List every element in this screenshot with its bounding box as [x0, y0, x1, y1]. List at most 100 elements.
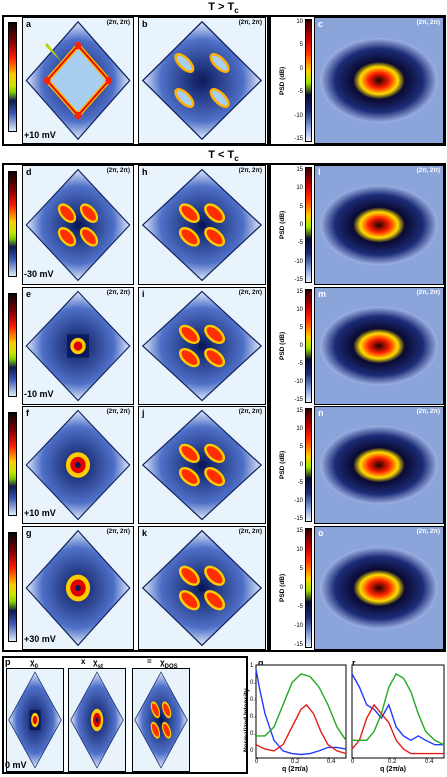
coordinate-label: (2π, 2π): [416, 529, 440, 535]
bottom-box: [2, 656, 248, 774]
panel-a: a (2π, 2π): [22, 17, 134, 144]
map-image: [139, 166, 265, 284]
map-image: [139, 527, 265, 649]
energy-label: +30 mV: [24, 634, 56, 644]
series-line-2: [352, 672, 445, 746]
panel-c: c (2π, 2π): [314, 17, 444, 144]
panel-m: m (2π, 2π): [314, 287, 444, 405]
psd-tick: 15: [296, 528, 303, 534]
xtick-r: 0.2: [388, 759, 397, 765]
psd-axis-label: PSD (dB): [279, 210, 286, 239]
psd-tick: -5: [297, 480, 303, 486]
label-r: r: [352, 658, 356, 668]
header-below-tc: T < Tc: [208, 149, 239, 164]
psd-tick: 5: [299, 325, 303, 331]
series-line-1: [351, 703, 444, 755]
panel-g: g (2π, 2π): [22, 526, 134, 650]
coordinate-label: (2π, 2π): [238, 20, 262, 26]
psd-tick: -10: [294, 112, 303, 119]
psd-tick: 0: [299, 343, 303, 349]
panel-label: j: [142, 408, 145, 418]
psd-tick: 5: [299, 444, 303, 450]
panel-k: k (2π, 2π): [138, 526, 266, 650]
label-q: q: [258, 658, 264, 668]
panel-o: o (2π, 2π): [314, 526, 444, 650]
psd-axis-label: PSD (dB): [279, 66, 286, 95]
map-image: [7, 669, 63, 771]
psd-tick: 10: [296, 426, 303, 432]
panel-label: k: [142, 528, 148, 538]
xlabel-r: q (2π/a): [380, 766, 406, 773]
coordinate-label: (2π, 2π): [106, 529, 130, 535]
panel-label: n: [318, 408, 324, 418]
panel-label: i: [142, 289, 145, 299]
psd-colorbar: [305, 528, 312, 648]
psd-image: [315, 166, 443, 284]
line-plot-r: [351, 664, 445, 759]
psd-colorbar: [305, 289, 312, 403]
header-above-tc: T > Tc: [208, 1, 239, 16]
psd-image: [315, 288, 443, 404]
map-image: [23, 527, 133, 649]
xtick-q: 0.2: [291, 759, 300, 765]
ytick: 0.2: [250, 731, 259, 737]
bottom-map-1: [68, 668, 126, 772]
coordinate-label: (2π, 2π): [238, 409, 262, 415]
colorbar-d: [8, 171, 17, 277]
psd-tick: 10: [296, 185, 303, 192]
panel-l: l (2π, 2π): [314, 165, 444, 285]
panel-label: h: [142, 167, 148, 177]
ytick: 1: [250, 663, 254, 669]
panel-label: o: [318, 528, 324, 538]
energy-label: +10 mV: [24, 508, 56, 518]
panel-label: e: [26, 289, 32, 299]
coordinate-label: (2π, 2π): [416, 20, 440, 26]
bottom-map-2: [132, 668, 190, 772]
psd-tick: 0: [299, 65, 303, 72]
psd-tick: 5: [299, 42, 303, 49]
series-line-0: [351, 673, 444, 746]
psd-tick: 0: [299, 462, 303, 468]
ylabel-normalized-intensity: Normalized Intensity: [243, 688, 250, 752]
psd-axis-label: PSD (dB): [279, 331, 286, 360]
series-line-1: [255, 703, 347, 755]
psd-tick: 15: [296, 289, 303, 295]
times-symbol: x: [81, 657, 86, 666]
map-image: [23, 288, 133, 404]
chidos-label: χDOS: [160, 658, 178, 670]
top-left-box: [2, 15, 269, 146]
series-line-0: [255, 669, 347, 756]
coordinate-label: (2π, 2π): [416, 290, 440, 296]
coordinate-label: (2π, 2π): [238, 290, 262, 296]
series-line-2: [256, 673, 347, 741]
map-image: [23, 407, 133, 523]
panel-label: g: [26, 528, 32, 538]
panel-label: c: [318, 19, 324, 29]
label-p: p: [5, 657, 11, 667]
psd-tick: -15: [294, 516, 303, 522]
panel-label: a: [26, 19, 32, 29]
map-image: [23, 18, 133, 143]
coordinate-label: (2π, 2π): [106, 20, 130, 26]
psd-tick: 0: [299, 222, 303, 228]
panel-label: f: [26, 408, 29, 418]
energy-label: -10 mV: [24, 389, 54, 399]
mid-right-box: [269, 163, 446, 652]
map-image: [139, 18, 265, 143]
psd-tick: -5: [297, 361, 303, 367]
chist-label: χst: [93, 658, 103, 670]
psd-tick: -5: [297, 240, 303, 247]
psd-tick: -15: [294, 136, 303, 142]
psd-tick: -10: [294, 379, 303, 385]
psd-tick: 5: [299, 566, 303, 572]
panel-f: f (2π, 2π): [22, 406, 134, 524]
xtick-q: 0: [255, 759, 259, 765]
psd-tick: -5: [297, 89, 303, 96]
psd-tick: 15: [296, 167, 303, 173]
psd-colorbar: [305, 19, 312, 142]
top-right-box: [269, 15, 446, 146]
psd-tick: -10: [294, 498, 303, 504]
coordinate-label: (2π, 2π): [416, 409, 440, 415]
ytick: 0.4: [250, 714, 259, 720]
psd-tick: -15: [294, 397, 303, 403]
